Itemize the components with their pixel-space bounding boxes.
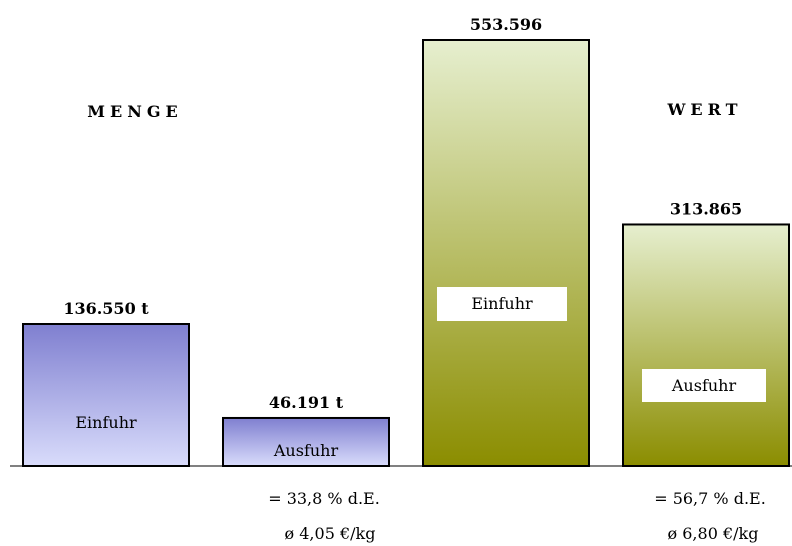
category-label-wert-ausfuhr: Ausfuhr: [671, 376, 737, 395]
bar-wert-einfuhr: [423, 40, 589, 466]
menge-title: MENGE: [87, 102, 182, 121]
menge-note-price: ø 4,05 €/kg: [285, 524, 376, 543]
wert-title: WERT: [666, 100, 742, 119]
wert-note-price: ø 6,80 €/kg: [668, 524, 759, 543]
value-label-menge-einfuhr: 136.550 t: [63, 299, 149, 318]
menge-note-share: = 33,8 % d.E.: [268, 489, 380, 508]
bar-wert-ausfuhr: [623, 224, 789, 466]
category-label-menge-ausfuhr: Ausfuhr: [273, 441, 339, 460]
value-label-wert-einfuhr: 553.596: [470, 15, 542, 34]
wert-note-share: = 56,7 % d.E.: [654, 489, 766, 508]
category-label-menge-einfuhr: Einfuhr: [75, 413, 137, 432]
value-label-menge-ausfuhr: 46.191 t: [269, 393, 344, 412]
value-label-wert-ausfuhr: 313.865: [670, 199, 742, 218]
category-label-wert-einfuhr: Einfuhr: [471, 294, 533, 313]
bar-menge-einfuhr: [23, 324, 189, 466]
